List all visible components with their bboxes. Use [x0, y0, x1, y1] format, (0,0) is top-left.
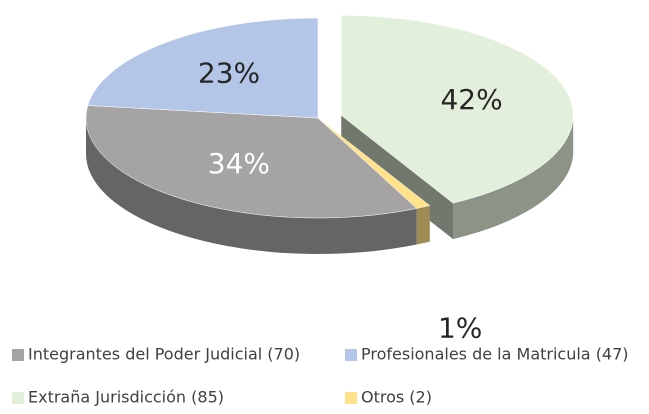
legend-swatch: [345, 349, 357, 361]
value-label: 23%: [198, 56, 260, 89]
slice-side: [453, 115, 574, 240]
value-label: 1%: [438, 311, 482, 344]
legend-swatch: [345, 392, 357, 404]
slice: [85, 105, 418, 219]
value-label: 34%: [208, 147, 270, 180]
slice-side: [416, 205, 430, 245]
legend-label: Extraña Jurisdicción (85): [28, 388, 224, 407]
legend-label: Integrantes del Poder Judicial (70): [28, 345, 300, 364]
slice-side: [86, 118, 417, 254]
slice: [317, 117, 431, 209]
slice: [340, 15, 574, 204]
legend-swatch: [12, 392, 24, 404]
slice: [87, 17, 319, 119]
legend-swatch: [12, 349, 24, 361]
legend-label: Otros (2): [361, 388, 432, 407]
legend-label: Profesionales de la Matricula (47): [361, 345, 629, 364]
value-label: 42%: [440, 83, 502, 116]
